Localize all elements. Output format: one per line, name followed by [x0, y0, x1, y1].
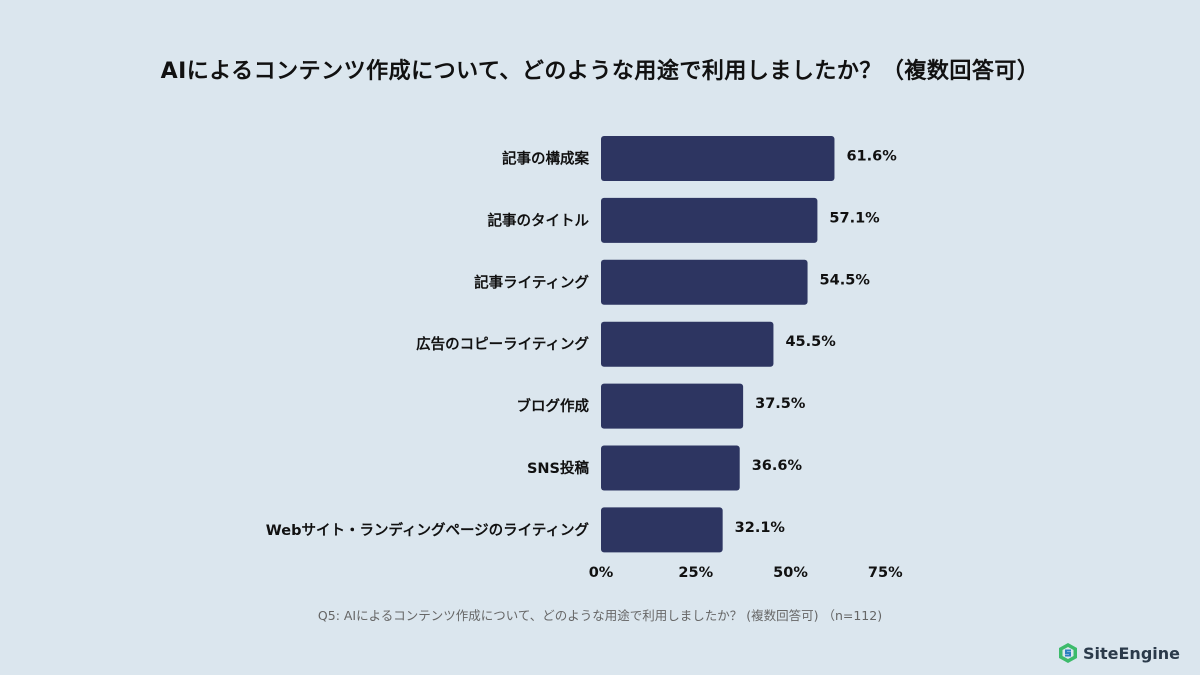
- data-label: 32.1%: [735, 520, 786, 536]
- data-label: 57.1%: [829, 210, 880, 226]
- category-label: SNS投稿: [527, 459, 590, 477]
- category-label: Webサイト・ランディングページのライティング: [266, 521, 590, 539]
- data-label: 37.5%: [755, 396, 806, 412]
- x-tick-label: 50%: [773, 565, 808, 581]
- x-tick-label: 0%: [589, 565, 614, 581]
- bar: [601, 321, 774, 367]
- data-label: 61.6%: [846, 149, 897, 165]
- chart-title: AIによるコンテンツ作成について、どのような用途で利用しましたか？（複数回答可）: [160, 59, 1040, 84]
- category-label: 記事の構成案: [502, 150, 589, 168]
- category-label: ブログ作成: [517, 397, 590, 415]
- brand-name: SiteEngine: [1082, 643, 1180, 663]
- data-label: 45.5%: [785, 334, 836, 350]
- bar: [601, 445, 740, 491]
- category-label: 記事ライティング: [474, 273, 589, 291]
- bar: [601, 383, 744, 429]
- category-label: 記事のタイトル: [488, 211, 590, 229]
- brand-logo: SiteEngine: [1057, 640, 1180, 666]
- bar: [601, 136, 835, 181]
- x-tick-label: 75%: [868, 565, 903, 581]
- data-label: 36.6%: [752, 458, 803, 474]
- bar: [601, 197, 818, 243]
- siteengine-logo-icon: [1058, 643, 1077, 663]
- data-label: 54.5%: [820, 272, 871, 288]
- x-tick-label: 25%: [678, 565, 713, 581]
- bar-chart: 記事の構成案 61.6% 記事のタイトル 57.1% 記事ライティング 54.5% 広告のコ…: [266, 136, 903, 581]
- bar: [601, 507, 723, 553]
- footnote: Q5: AIによるコンテンツ作成について、どのような用途で利用しましたか？ (複…: [317, 608, 883, 623]
- bar: [601, 259, 808, 305]
- category-label: 広告のコピーライティング: [416, 335, 589, 353]
